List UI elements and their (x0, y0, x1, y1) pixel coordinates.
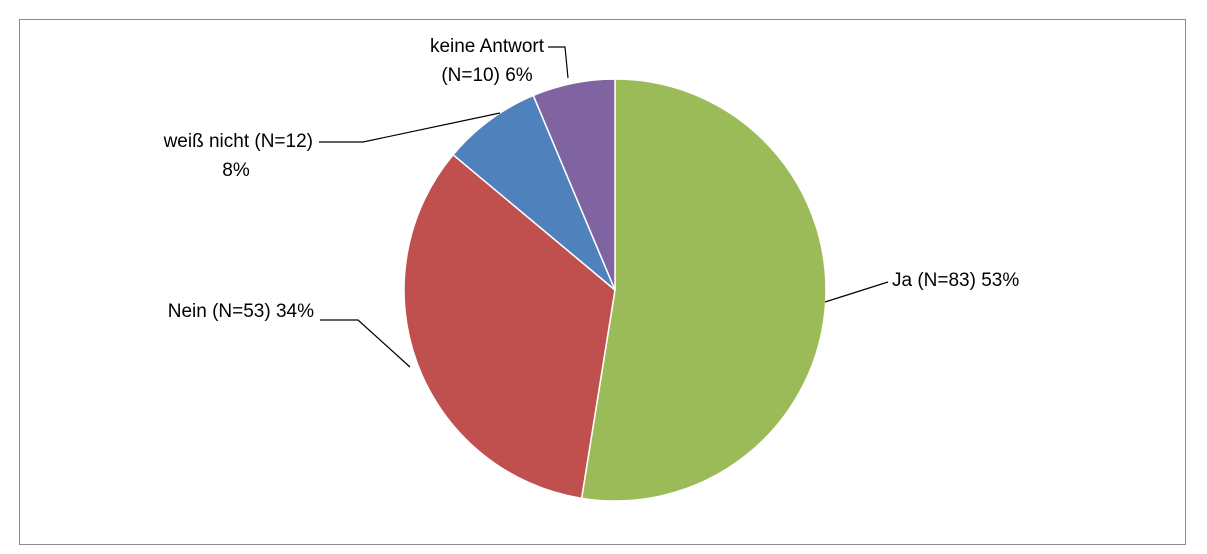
data-label: Nein (N=53) 34% (168, 301, 314, 322)
data-label-line: Ja (N=83) 53% (892, 270, 1019, 291)
data-label-line: (N=10) 6% (441, 65, 532, 86)
chart-area: Ja (N=83) 53% Nein (N=53) 34% weiß nicht (… (19, 19, 1186, 545)
leader-line (824, 281, 889, 303)
pie-slice (532, 78, 616, 291)
pie-slice (580, 78, 827, 502)
pie-slice (452, 94, 616, 291)
data-label-line: 8% (222, 160, 250, 181)
leader-line (320, 319, 411, 368)
leader-lines (319, 46, 889, 368)
leader-line (548, 46, 569, 79)
pie-chart: Ja (N=83) 53% Nein (N=53) 34% weiß nicht (… (163, 36, 1020, 502)
data-label: weiß nicht (N=12) 8% (163, 131, 313, 181)
data-labels: Ja (N=83) 53% Nein (N=53) 34% weiß nicht (… (163, 36, 1020, 322)
data-label-line: weiß nicht (N=12) (163, 131, 313, 152)
data-label-line: Nein (N=53) 34% (168, 301, 314, 322)
data-label: Ja (N=83) 53% (892, 270, 1019, 291)
pie-slices (403, 78, 827, 502)
leader-line (319, 112, 501, 143)
pie-slice (403, 153, 616, 500)
data-label: keine Antwort (N=10) 6% (430, 36, 545, 86)
data-label-line: keine Antwort (430, 36, 545, 57)
